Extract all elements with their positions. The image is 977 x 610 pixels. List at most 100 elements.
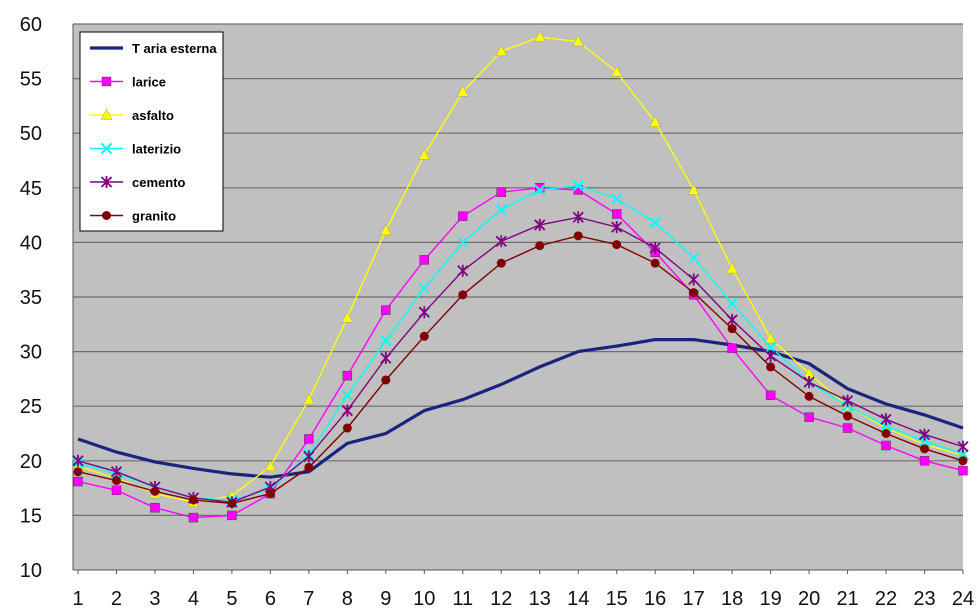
data-point (150, 503, 160, 513)
series-cemento (72, 211, 969, 509)
legend-entry: asfalto (90, 108, 174, 123)
data-point (649, 241, 661, 254)
y-tick-label: 55 (20, 69, 42, 91)
x-tick-label: 14 (567, 588, 589, 610)
data-point (726, 262, 738, 274)
data-point (957, 440, 969, 453)
y-tick-label: 20 (20, 451, 42, 473)
data-point (533, 30, 546, 42)
series-larice (73, 183, 968, 523)
data-point (534, 218, 546, 231)
y-tick-label: 45 (20, 178, 42, 200)
data-point (341, 389, 354, 401)
data-point (572, 179, 584, 192)
series-line (77, 184, 964, 501)
legend-label: asfalto (132, 108, 174, 123)
data-point (496, 187, 506, 197)
x-tick-label: 9 (380, 588, 391, 610)
data-point (804, 391, 814, 401)
data-point (304, 462, 314, 472)
x-tick-label: 23 (913, 588, 935, 610)
legend-label: T aria esterna (132, 41, 217, 56)
series-line (77, 338, 964, 479)
data-point (495, 44, 508, 56)
data-point (726, 297, 738, 310)
data-point (535, 241, 545, 251)
data-point (803, 376, 815, 389)
data-point (381, 305, 391, 315)
legend-label: cemento (132, 175, 186, 190)
data-point (188, 495, 198, 505)
data-point (418, 148, 431, 160)
x-tick-label: 11 (452, 588, 473, 610)
data-point (572, 211, 584, 224)
data-point (611, 221, 623, 234)
data-point (457, 264, 469, 277)
data-point (456, 85, 469, 97)
data-point (110, 465, 123, 478)
data-point (610, 193, 623, 205)
legend-marker (100, 108, 113, 120)
legend-label: laterizio (132, 142, 181, 157)
legend-entry: cemento (90, 175, 186, 190)
series-line (77, 216, 964, 504)
data-point (764, 332, 777, 344)
x-tick-label: 1 (72, 588, 83, 610)
data-point (764, 349, 777, 362)
data-point (418, 282, 431, 294)
data-point (381, 375, 391, 385)
legend-box (79, 31, 224, 232)
data-point (766, 362, 776, 372)
data-point (150, 486, 160, 496)
data-point (342, 423, 352, 433)
legend-label: granito (132, 209, 176, 224)
data-point (342, 370, 353, 381)
data-point (380, 334, 392, 347)
legend-entry: granito (90, 209, 176, 224)
x-tick-label: 7 (303, 588, 314, 610)
x-tick-label: 19 (759, 588, 781, 610)
data-point (920, 444, 930, 454)
data-point (73, 467, 83, 477)
legend-marker (100, 142, 113, 155)
data-point (881, 429, 891, 438)
data-point (264, 459, 277, 471)
data-point (111, 475, 121, 485)
legend-marker (102, 211, 111, 220)
legend-entry: laterizio (90, 142, 181, 157)
data-point (880, 413, 892, 426)
series-granito (73, 231, 968, 508)
data-point (804, 412, 814, 422)
data-point (304, 434, 314, 444)
data-point (650, 258, 660, 268)
series-line (77, 187, 964, 519)
data-point (958, 465, 968, 476)
data-point (227, 510, 237, 521)
data-point (227, 498, 237, 508)
y-tick-label: 35 (20, 287, 42, 309)
x-tick-label: 20 (798, 588, 820, 610)
x-tick-label: 12 (490, 588, 512, 610)
data-point (687, 183, 700, 195)
data-point (649, 115, 662, 127)
data-point (188, 512, 199, 523)
data-point (111, 485, 122, 495)
data-point (841, 394, 854, 407)
data-point (419, 331, 429, 341)
data-point (380, 352, 392, 365)
data-point (843, 411, 853, 421)
x-tick-label: 16 (644, 588, 666, 610)
legend: T aria esterna larice asfalto laterizio ceme… (79, 31, 224, 232)
data-point (958, 456, 968, 466)
data-point (687, 251, 700, 264)
data-point (918, 428, 931, 441)
x-tick-label: 2 (111, 588, 122, 610)
data-point (265, 489, 275, 499)
series-line (77, 235, 964, 505)
x-tick-label: 15 (606, 588, 628, 610)
data-point (495, 235, 507, 248)
series-t-aria-esterna (77, 338, 964, 479)
